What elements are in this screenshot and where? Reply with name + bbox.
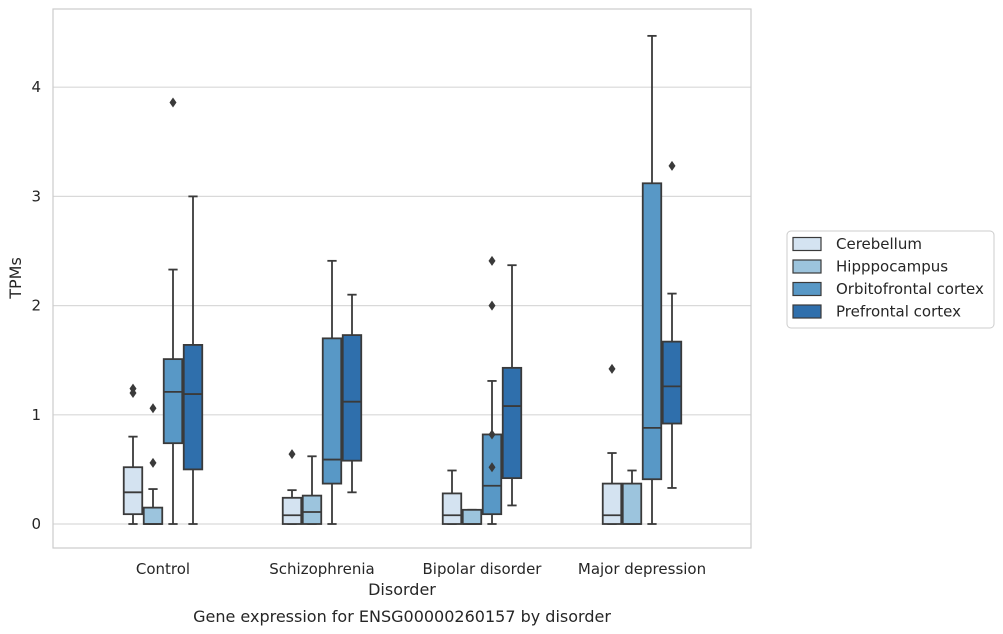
outlier-point — [149, 403, 157, 414]
box-1-1 — [301, 455, 323, 525]
box-3-2 — [641, 34, 663, 525]
legend-swatch — [792, 304, 822, 319]
y-tick-label: 2 — [31, 297, 41, 315]
box-0-0 — [122, 383, 144, 525]
legend-label: Orbitofrontal cortex — [836, 280, 984, 298]
x-tick-label: Control — [136, 560, 190, 578]
boxes — [122, 34, 683, 525]
box-2-3 — [501, 264, 523, 507]
box-0-1 — [142, 403, 164, 525]
box-body — [281, 496, 303, 525]
box-body — [321, 337, 343, 485]
legend-label: Prefrontal cortex — [836, 303, 961, 321]
outlier-point — [288, 449, 296, 460]
y-tick-label: 0 — [31, 515, 41, 533]
x-axis-title: Disorder — [368, 580, 436, 599]
legend: Cerebellum Hipppocampus Orbitofrontal cort… — [786, 230, 995, 329]
box-2-1 — [461, 508, 483, 525]
box-2-2 — [481, 255, 503, 525]
legend-swatch — [792, 236, 822, 252]
box-body — [122, 466, 144, 516]
x-tick-label: Schizophrenia — [269, 560, 374, 578]
box-body — [341, 334, 363, 462]
box-3-3 — [661, 160, 683, 489]
outlier-point — [608, 363, 616, 374]
outlier-point — [488, 462, 496, 473]
legend-swatch — [792, 259, 822, 274]
box-1-0 — [281, 449, 303, 525]
box-body — [182, 344, 204, 471]
box-0-3 — [182, 195, 204, 525]
x-tick-labels: Control Schizophrenia Bipolar disorder Majo… — [136, 560, 706, 578]
outlier-point — [668, 160, 676, 171]
legend-swatch — [792, 281, 822, 297]
box-0-2 — [162, 97, 184, 525]
y-tick-label: 1 — [31, 406, 41, 424]
y-tick-labels: 0 1 2 3 4 — [31, 78, 41, 533]
box-body — [142, 506, 164, 525]
plot-frame — [52, 8, 752, 549]
outlier-point — [488, 429, 496, 440]
box-body — [641, 182, 663, 481]
box-3-1 — [621, 469, 643, 525]
box-2-0 — [441, 469, 463, 525]
outlier-point — [169, 97, 177, 108]
box-body — [481, 433, 503, 516]
box-body — [162, 358, 184, 445]
box-body — [461, 508, 483, 525]
box-1-2 — [321, 259, 343, 525]
box-body — [621, 482, 643, 525]
y-axis-title: TPMs — [6, 257, 25, 300]
box-1-3 — [341, 293, 363, 494]
legend-frame — [786, 230, 995, 329]
outlier-point — [488, 300, 496, 311]
chart-caption: Gene expression for ENSG00000260157 by d… — [193, 607, 611, 626]
box-body — [501, 366, 523, 480]
x-tick-label: Major depression — [578, 560, 706, 578]
box-body — [441, 492, 463, 525]
legend-label: Hipppocampus — [836, 258, 948, 276]
box-body — [301, 494, 323, 525]
outlier-point — [149, 457, 157, 468]
outlier-point — [488, 255, 496, 266]
y-tick-label: 4 — [31, 78, 41, 96]
x-tick-label: Bipolar disorder — [423, 560, 543, 578]
legend-label: Cerebellum — [836, 235, 922, 253]
box-3-0 — [601, 363, 623, 525]
box-body — [601, 482, 623, 525]
outlier-point — [129, 383, 137, 394]
box-body — [661, 340, 683, 425]
y-tick-label: 3 — [31, 187, 41, 205]
